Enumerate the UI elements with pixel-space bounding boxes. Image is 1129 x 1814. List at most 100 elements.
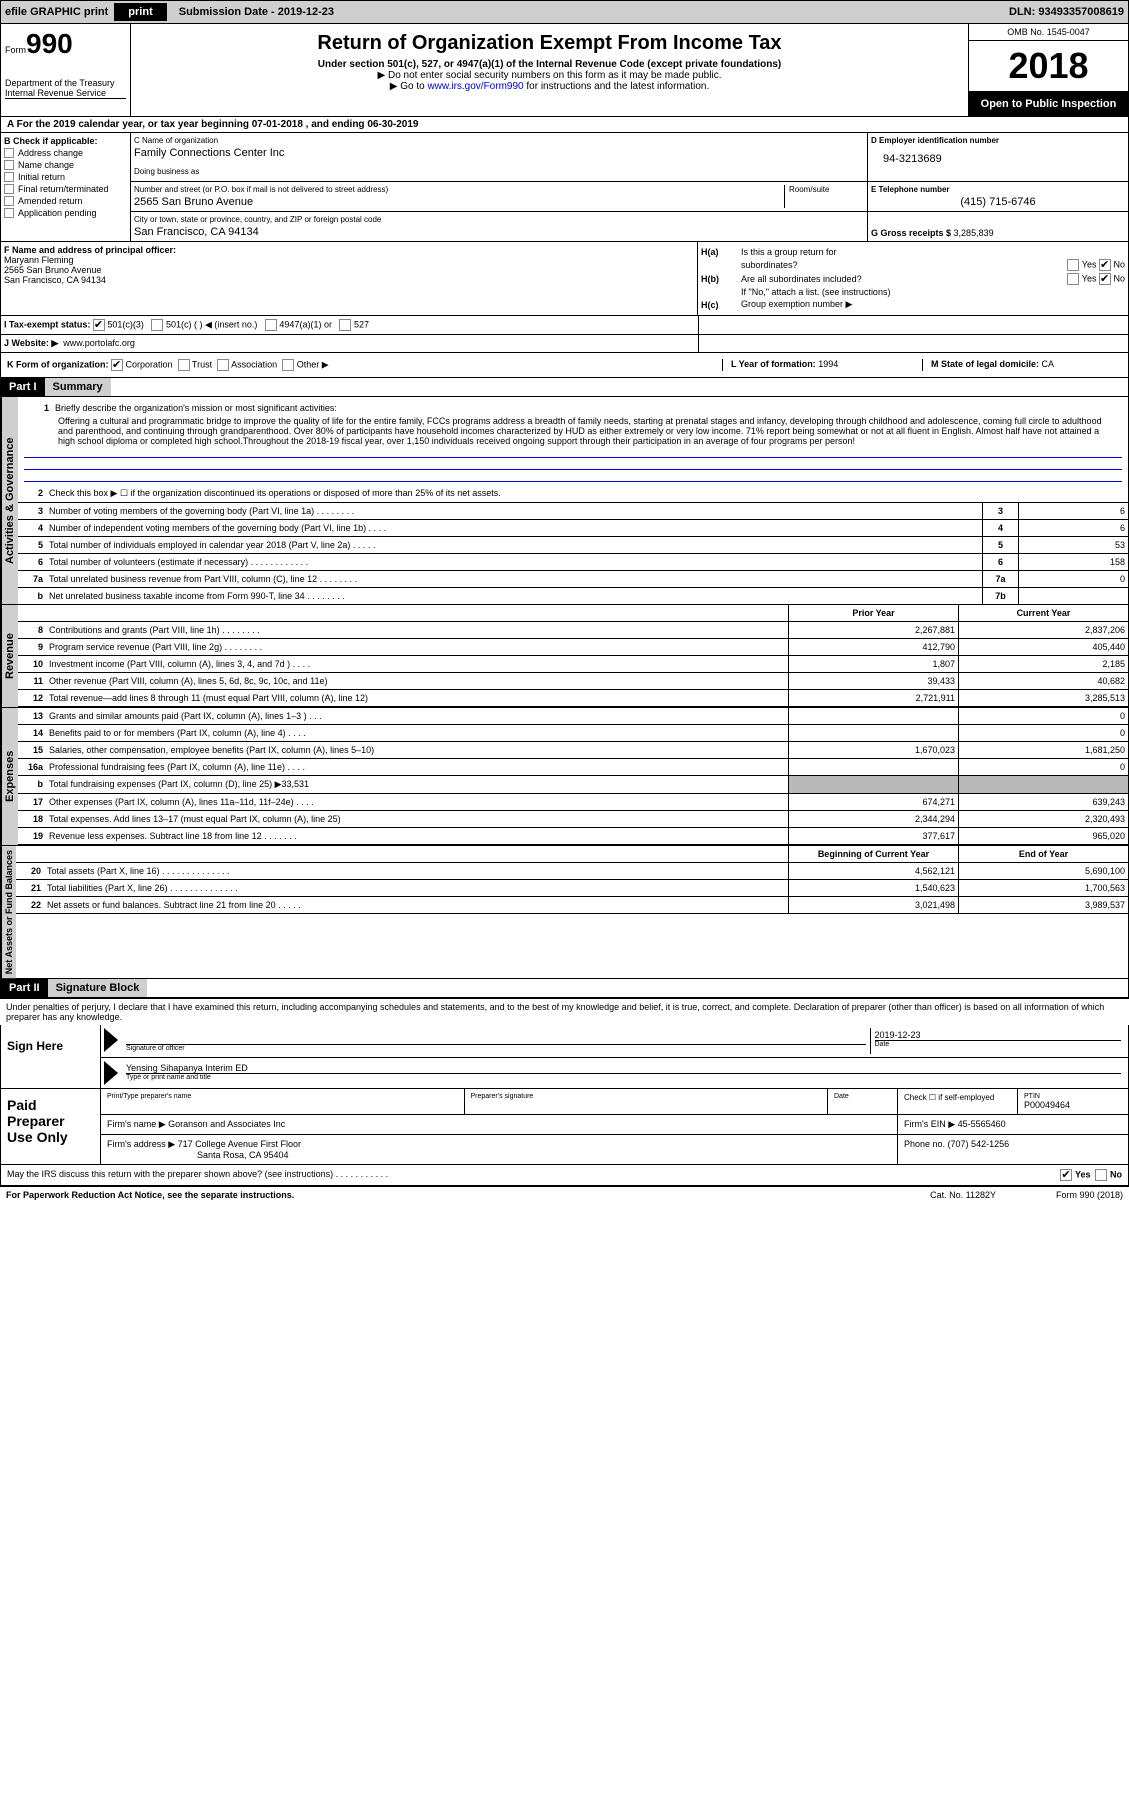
- telephone: (415) 715-6746: [871, 196, 1125, 208]
- line-text: Professional fundraising fees (Part IX, …: [46, 759, 788, 775]
- line-value: 0: [1018, 571, 1128, 587]
- sign-here-label: Sign Here: [1, 1025, 101, 1088]
- row-k: K Form of organization: Corporation Trus…: [0, 353, 1129, 378]
- 501c3-checkbox[interactable]: [93, 319, 105, 331]
- corp-checkbox[interactable]: [111, 359, 123, 371]
- sub3-post: for instructions and the latest informat…: [524, 81, 710, 92]
- city-state-zip: San Francisco, CA 94134: [134, 226, 864, 238]
- checkbox-label: Final return/terminated: [18, 184, 109, 194]
- perjury-text: Under penalties of perjury, I declare th…: [0, 998, 1129, 1025]
- street-address: 2565 San Bruno Avenue: [134, 196, 784, 208]
- curr-val: 5,690,100: [958, 863, 1128, 879]
- curr-val: 0: [958, 708, 1128, 724]
- form-prefix: Form: [5, 45, 26, 55]
- discuss-no-checkbox[interactable]: [1095, 1169, 1107, 1181]
- mission-label: Briefly describe the organization's miss…: [52, 400, 1122, 416]
- checkbox[interactable]: [4, 160, 14, 170]
- checkbox[interactable]: [4, 172, 14, 182]
- firm-ein-label: Firm's EIN ▶: [904, 1119, 958, 1129]
- line-value: 6: [1018, 503, 1128, 519]
- curr-val: 40,682: [958, 673, 1128, 689]
- curr-val: 0: [958, 725, 1128, 741]
- ha-yes-checkbox[interactable]: [1067, 259, 1079, 271]
- prep-sig-label: Preparer's signature: [471, 1093, 822, 1100]
- line-text: Number of voting members of the governin…: [46, 503, 982, 519]
- prior-val: 2,344,294: [788, 811, 958, 827]
- curr-val: 3,989,537: [958, 897, 1128, 913]
- line2-text: Check this box ▶ ☐ if the organization d…: [46, 485, 1128, 502]
- subtitle-2: ▶ Do not enter social security numbers o…: [135, 70, 964, 81]
- vlabel-revenue: Revenue: [1, 605, 18, 707]
- curr-val: 965,020: [958, 828, 1128, 844]
- firm-name-label: Firm's name ▶: [107, 1119, 168, 1129]
- self-employed-check[interactable]: Check ☐ if self-employed: [898, 1089, 1018, 1114]
- checkbox-label: Address change: [18, 148, 83, 158]
- block-fgh: F Name and address of principal officer:…: [0, 242, 1129, 316]
- 527-checkbox[interactable]: [339, 319, 351, 331]
- ein: 94-3213689: [871, 147, 1125, 165]
- checkbox[interactable]: [4, 208, 14, 218]
- officer-addr2: San Francisco, CA 94134: [4, 275, 694, 285]
- row-i: I Tax-exempt status: 501(c)(3) 501(c) ( …: [0, 316, 1129, 335]
- checkbox[interactable]: [4, 196, 14, 206]
- prior-year-hdr: Prior Year: [788, 605, 958, 621]
- line-text: Benefits paid to or for members (Part IX…: [46, 725, 788, 741]
- prior-val: [788, 725, 958, 741]
- line-box: 6: [982, 554, 1018, 570]
- line-text: Total unrelated business revenue from Pa…: [46, 571, 982, 587]
- hb-no-checkbox[interactable]: [1099, 273, 1111, 285]
- form-org-label: K Form of organization:: [7, 359, 109, 369]
- sign-date-label: Date: [875, 1040, 1122, 1048]
- ha2-text: subordinates?: [741, 260, 798, 270]
- city-label: City or town, state or province, country…: [134, 215, 864, 224]
- prep-date-label: Date: [834, 1093, 891, 1100]
- line-text: Number of independent voting members of …: [46, 520, 982, 536]
- checkbox[interactable]: [4, 184, 14, 194]
- line-text: Revenue less expenses. Subtract line 18 …: [46, 828, 788, 844]
- print-button[interactable]: print: [114, 3, 166, 21]
- line-text: Total number of volunteers (estimate if …: [46, 554, 982, 570]
- submission-date: Submission Date - 2019-12-23: [179, 6, 334, 18]
- checkbox[interactable]: [4, 148, 14, 158]
- hb-yes-checkbox[interactable]: [1067, 273, 1079, 285]
- firm-ein: 45-5565460: [958, 1119, 1006, 1129]
- other-checkbox[interactable]: [282, 359, 294, 371]
- discuss-row: May the IRS discuss this return with the…: [0, 1165, 1129, 1186]
- curr-val: 2,837,206: [958, 622, 1128, 638]
- trust-checkbox[interactable]: [178, 359, 190, 371]
- website-url: www.portolafc.org: [63, 338, 135, 348]
- sign-date: 2019-12-23: [875, 1030, 1122, 1040]
- sign-block: Sign Here Signature of officer 2019-12-2…: [0, 1025, 1129, 1089]
- prior-val: 39,433: [788, 673, 958, 689]
- ha-no-checkbox[interactable]: [1099, 259, 1111, 271]
- state-domicile: CA: [1042, 359, 1055, 369]
- part1-header: Part I: [1, 378, 45, 396]
- room-label: Room/suite: [789, 185, 864, 194]
- beg-year-hdr: Beginning of Current Year: [788, 846, 958, 862]
- discuss-yes-checkbox[interactable]: [1060, 1169, 1072, 1181]
- part1-revenue: Revenue Prior YearCurrent Year 8Contribu…: [0, 605, 1129, 708]
- officer-print-name: Yensing Sihapanya Interim ED: [126, 1063, 1121, 1073]
- firm-phone: (707) 542-1256: [948, 1139, 1010, 1149]
- assoc-checkbox[interactable]: [217, 359, 229, 371]
- col-b-header: B Check if applicable:: [4, 136, 127, 146]
- curr-val: 639,243: [958, 794, 1128, 810]
- prior-val: [788, 759, 958, 775]
- state-domicile-label: M State of legal domicile:: [931, 359, 1042, 369]
- hc-text: Group exemption number ▶: [741, 299, 852, 310]
- prior-val: [788, 708, 958, 724]
- firm-addr2: Santa Rosa, CA 95404: [107, 1150, 891, 1160]
- website-label: J Website: ▶: [4, 338, 58, 348]
- omb: OMB No. 1545-0047: [969, 24, 1128, 41]
- officer-addr1: 2565 San Bruno Avenue: [4, 265, 694, 275]
- 501c-checkbox[interactable]: [151, 319, 163, 331]
- 4947-checkbox[interactable]: [265, 319, 277, 331]
- current-year-hdr: Current Year: [958, 605, 1128, 621]
- checkbox-label: Initial return: [18, 172, 65, 182]
- part1-ag: Activities & Governance 1Briefly describ…: [0, 397, 1129, 605]
- line-text: Total assets (Part X, line 16) . . . . .…: [44, 863, 788, 879]
- dln: DLN: 93493357008619: [1009, 6, 1124, 18]
- cat-no: Cat. No. 11282Y: [930, 1190, 996, 1200]
- irs-link[interactable]: www.irs.gov/Form990: [427, 81, 523, 92]
- line-text: Total expenses. Add lines 13–17 (must eq…: [46, 811, 788, 827]
